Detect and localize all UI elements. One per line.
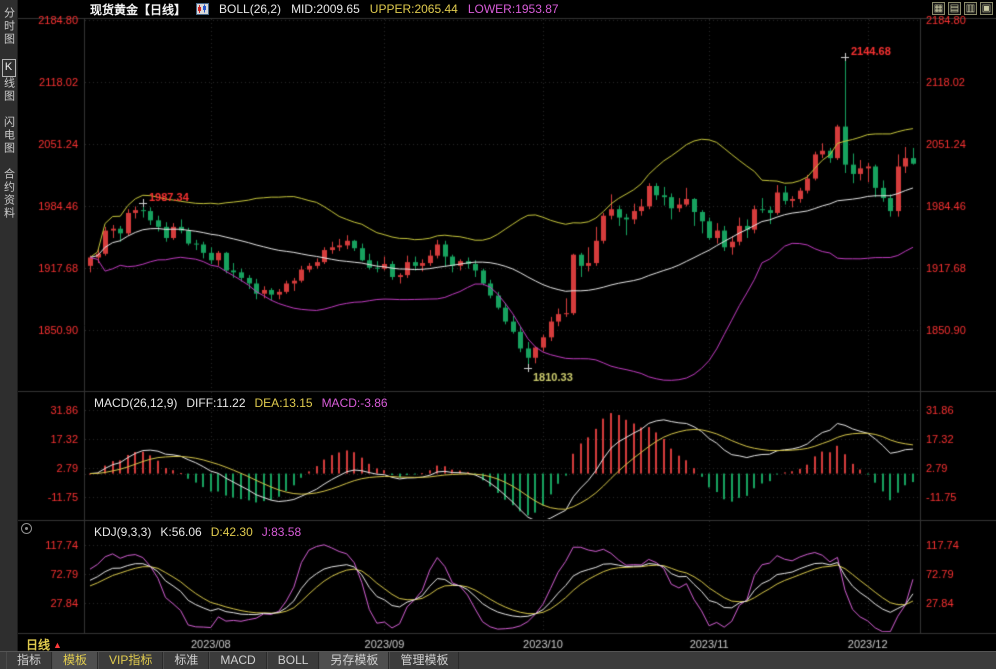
window-controls: ▦ ▤ ▥ ▣ (932, 2, 993, 15)
sidebar-item-kline-chart[interactable]: K线图 (1, 59, 17, 103)
kline-icon (196, 3, 210, 15)
bottom-tab-bar: 指标 模板 VIP指标 标准 MACD BOLL 另存模板 管理模板 (0, 651, 996, 669)
page-title: 现货黄金【日线】 (90, 2, 187, 17)
split-vertical-icon[interactable]: ▥ (964, 2, 977, 15)
boll-mid-value: MID:2009.65 (291, 2, 360, 16)
tab-manage-template[interactable]: 管理模板 (389, 652, 460, 669)
kdj-d-value: D:42.30 (210, 525, 253, 539)
tab-standard[interactable]: 标准 (163, 652, 210, 669)
boll-upper-value: UPPER:2065.44 (369, 2, 458, 16)
tab-indicator[interactable]: 指标 (6, 652, 53, 669)
kdj-k-value: K:56.06 (160, 525, 202, 539)
period-selector[interactable]: 日线 ▲ (26, 636, 62, 653)
header: 现货黄金【日线】 BOLL(26,2) MID:2009.65 UPPER:20… (0, 0, 996, 18)
sidebar-item-flash-chart[interactable]: 闪电图 (2, 116, 15, 155)
period-arrow-icon: ▲ (53, 639, 62, 650)
boll-params-label[interactable]: BOLL(26,2) (219, 2, 282, 16)
boll-lower-value: LOWER:1953.87 (467, 2, 559, 16)
kdj-indicator-labels: KDJ(9,3,3) K:56.06 D:42.30 J:83.58 (94, 525, 301, 539)
panel-marker-icon[interactable] (21, 523, 32, 534)
kdj-j-value: J:83.58 (261, 525, 302, 539)
single-pane-icon[interactable]: ▣ (980, 2, 993, 15)
split-horizontal-icon[interactable]: ▤ (948, 2, 961, 15)
macd-diff-value: DIFF:11.22 (186, 396, 246, 410)
tab-macd[interactable]: MACD (209, 652, 267, 669)
sidebar-item-contract-info[interactable]: 合约资料 (2, 168, 15, 220)
grid-layout-icon[interactable]: ▦ (932, 2, 945, 15)
macd-indicator-labels: MACD(26,12,9) DIFF:11.22 DEA:13.15 MACD:… (94, 396, 388, 410)
kdj-title[interactable]: KDJ(9,3,3) (94, 525, 152, 539)
tab-boll[interactable]: BOLL (266, 652, 320, 669)
tab-save-template[interactable]: 另存模板 (319, 652, 390, 669)
sidebar-kline-first-letter: K (1, 59, 16, 77)
sidebar-kline-rest: 线图 (2, 77, 15, 103)
tab-template[interactable]: 模板 (52, 652, 99, 669)
macd-value: MACD:-3.86 (321, 396, 388, 410)
sidebar: 分时图 K线图 闪电图 合约资料 (0, 0, 18, 651)
macd-title[interactable]: MACD(26,12,9) (94, 396, 178, 410)
sidebar-item-time-chart[interactable]: 分时图 (2, 7, 15, 46)
macd-dea-value: DEA:13.15 (254, 396, 313, 410)
tab-vip-indicator[interactable]: VIP指标 (98, 652, 164, 669)
period-label: 日线 (26, 638, 51, 652)
